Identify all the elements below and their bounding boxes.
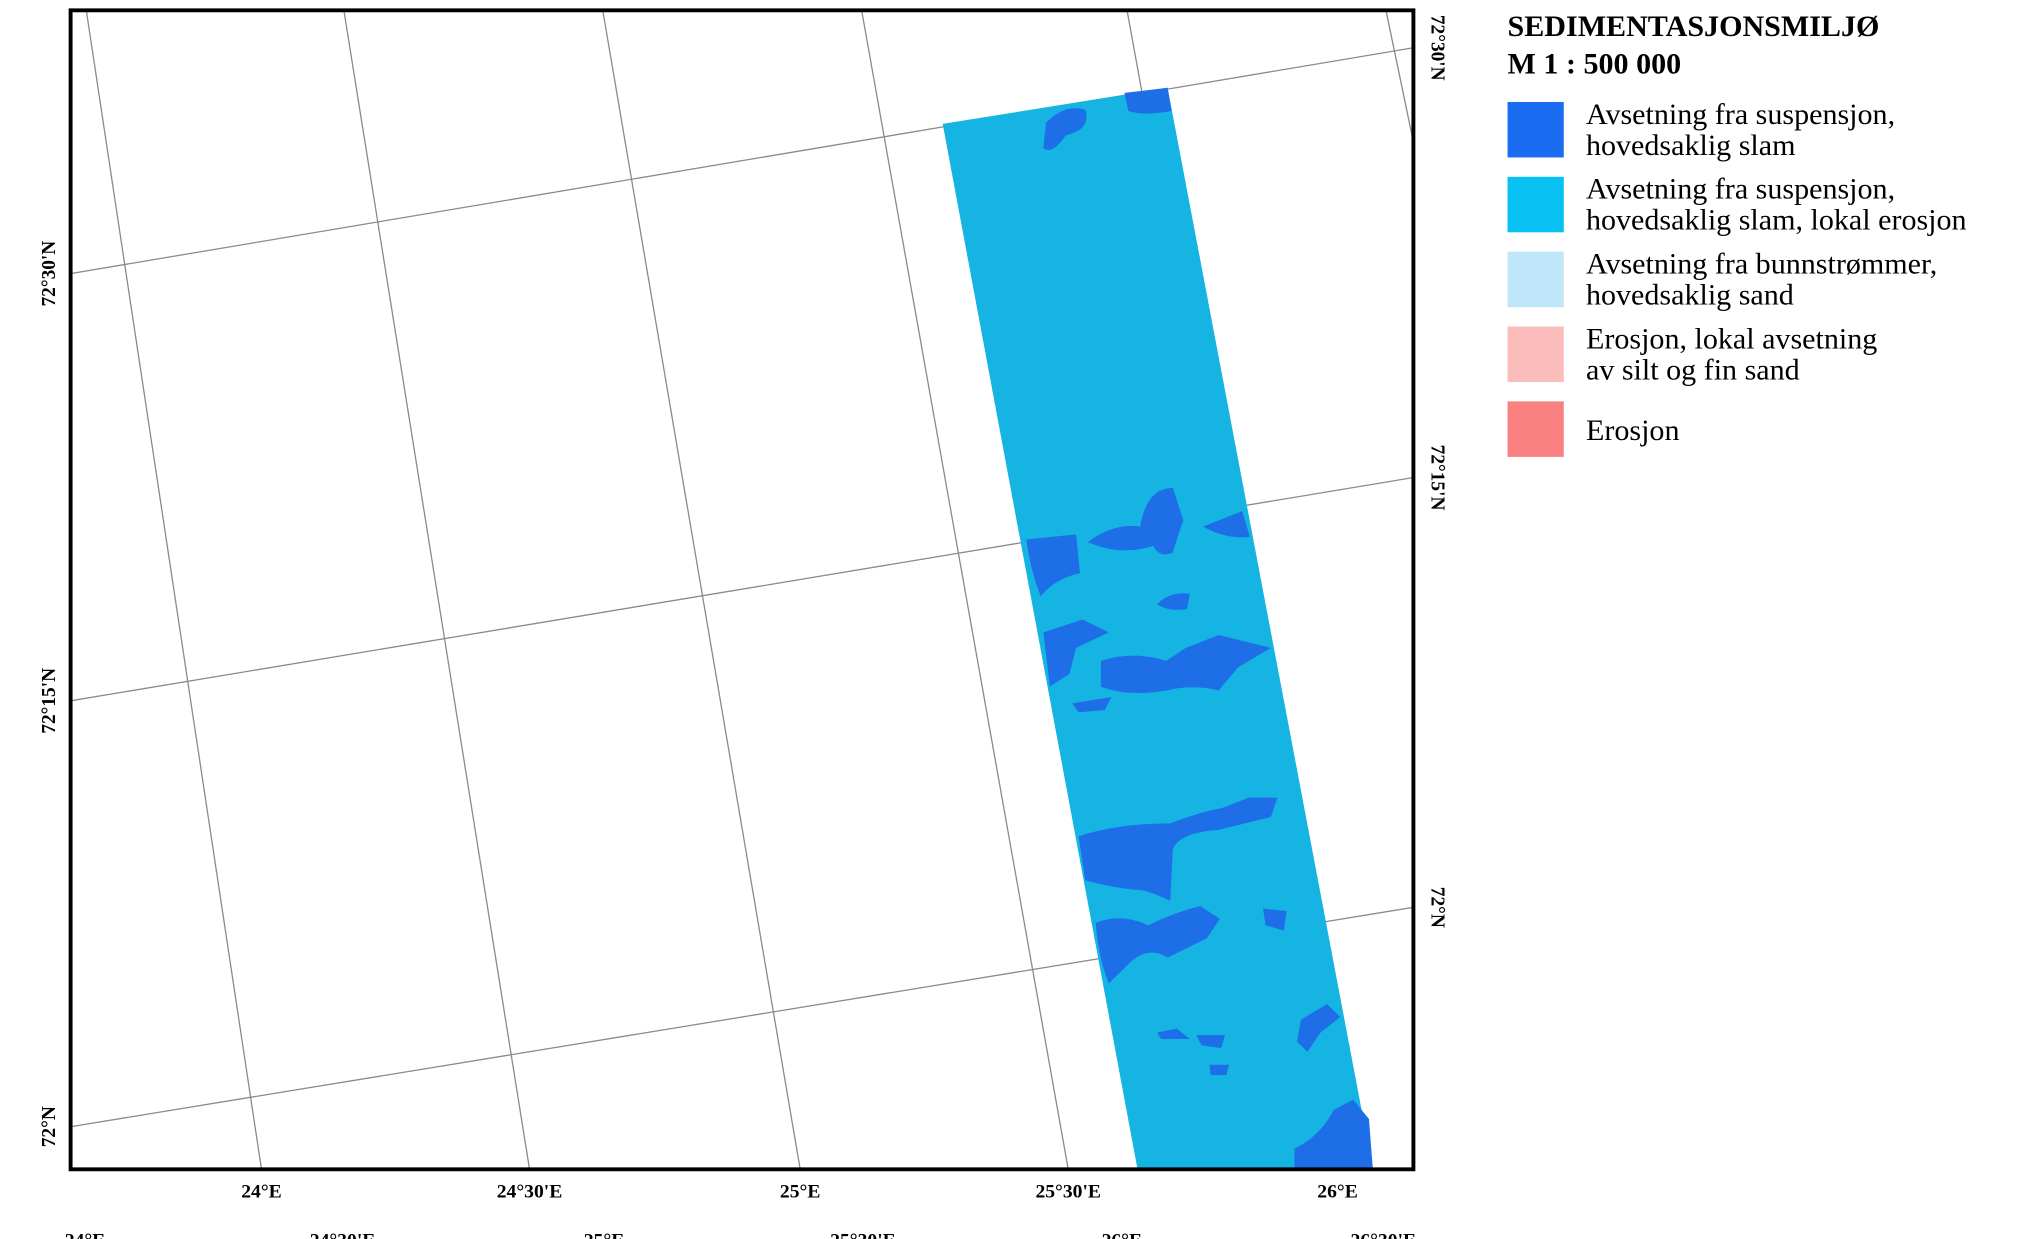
legend: Avsetning fra suspensjon,hovedsaklig sla… [1507,98,1967,457]
legend-title: SEDIMENTASJONSMILJØ [1508,10,1880,43]
legend-label: hovedsaklig slam, lokal erosjon [1586,204,1967,237]
legend-label: Avsetning fra suspensjon, [1586,98,1895,131]
longitude-label: 26°30'E [1351,1231,1417,1239]
longitude-label: 24°E [241,1182,282,1203]
legend-label: Erosjon, lokal avsetning [1586,323,1877,356]
map-scale: M 1 : 500 000 [1508,48,1682,81]
legend-swatch [1507,176,1564,233]
legend-label: hovedsaklig slam [1586,129,1796,162]
longitude-label: 25°E [584,1231,625,1239]
latitude-label: 72°15'N [1427,445,1448,511]
legend-swatch [1507,251,1564,308]
longitude-label: 24°30'E [310,1231,376,1239]
legend-label: Avsetning fra bunnstrømmer, [1586,248,1937,281]
latitude-label: 72°N [39,1106,60,1147]
legend-swatch [1507,401,1564,457]
longitude-label: 25°E [780,1182,821,1203]
longitude-label: 26°E [1317,1182,1358,1203]
legend-swatch [1507,326,1564,383]
map-frame [68,8,1416,1172]
legend-label: Erosjon [1586,414,1680,447]
latitude-label: 72°30'N [1427,15,1448,81]
latitude-label: 72°N [1427,887,1448,928]
latitude-label: 72°15'N [39,668,60,734]
longitude-label: 26°E [1102,1231,1143,1239]
latitude-label: 72°30'N [39,241,60,307]
legend-swatch [1507,101,1564,158]
legend-label: hovedsaklig sand [1586,279,1794,312]
legend-label: av silt og fin sand [1586,354,1800,387]
coordinate-labels: 24°E 24°30'E 25°E 25°30'E 26°E 72°30'N 72°15'N… [39,15,1448,1239]
longitude-label: 24°E [65,1231,106,1239]
longitude-label: 25°30'E [830,1231,896,1239]
longitude-label: 25°30'E [1035,1182,1101,1203]
legend-label: Avsetning fra suspensjon, [1586,173,1895,206]
survey-swath [942,87,1373,1170]
longitude-label: 24°30'E [497,1182,563,1203]
